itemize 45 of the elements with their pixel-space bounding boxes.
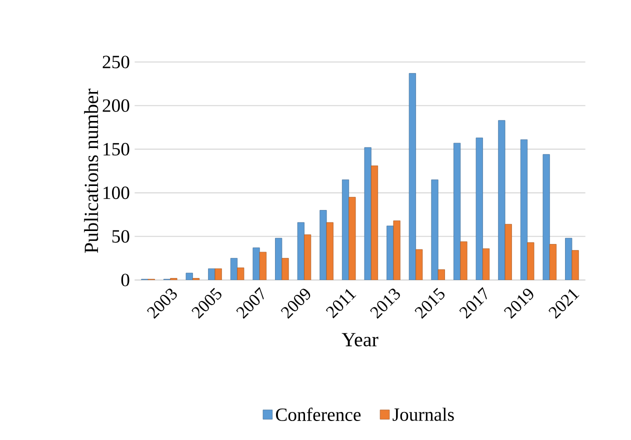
bar — [208, 268, 216, 280]
bar — [498, 120, 506, 280]
bar — [214, 268, 222, 280]
y-tick-label: 150 — [104, 142, 130, 156]
bar — [438, 269, 445, 280]
y-tick-label: 200 — [102, 99, 130, 112]
y-tick-label: 100 — [104, 186, 130, 200]
bar — [259, 252, 266, 280]
bar — [320, 210, 327, 280]
x-axis-title: Year — [342, 333, 378, 346]
bar — [304, 234, 312, 280]
bar — [454, 142, 461, 280]
bar — [527, 242, 534, 280]
legend-label: Conference — [276, 408, 361, 422]
bar — [186, 272, 193, 280]
bar — [342, 180, 350, 280]
bar — [572, 250, 579, 280]
bar — [364, 147, 372, 280]
bar — [482, 248, 490, 280]
y-tick-label: 250 — [102, 56, 130, 68]
bar — [282, 258, 289, 280]
bar — [393, 220, 400, 280]
bar — [520, 139, 528, 280]
bar — [408, 73, 416, 280]
bar — [431, 180, 438, 280]
y-axis-title: Publications number — [84, 88, 98, 253]
bar — [237, 268, 244, 280]
bar — [370, 166, 378, 280]
bar — [348, 196, 356, 280]
bar — [386, 226, 394, 280]
bar — [542, 154, 550, 280]
y-tick-label: 50 — [112, 230, 130, 243]
bar — [252, 248, 260, 280]
bar — [460, 241, 468, 280]
bar — [476, 138, 483, 280]
bar — [416, 249, 423, 280]
bar — [326, 222, 334, 280]
bar — [504, 224, 512, 280]
bar — [565, 238, 572, 280]
y-tick-label: 0 — [121, 274, 130, 286]
bar — [230, 258, 238, 280]
bar — [297, 222, 304, 280]
bar — [549, 244, 557, 280]
legend-label: Journals — [392, 408, 454, 421]
bar — [275, 238, 282, 280]
